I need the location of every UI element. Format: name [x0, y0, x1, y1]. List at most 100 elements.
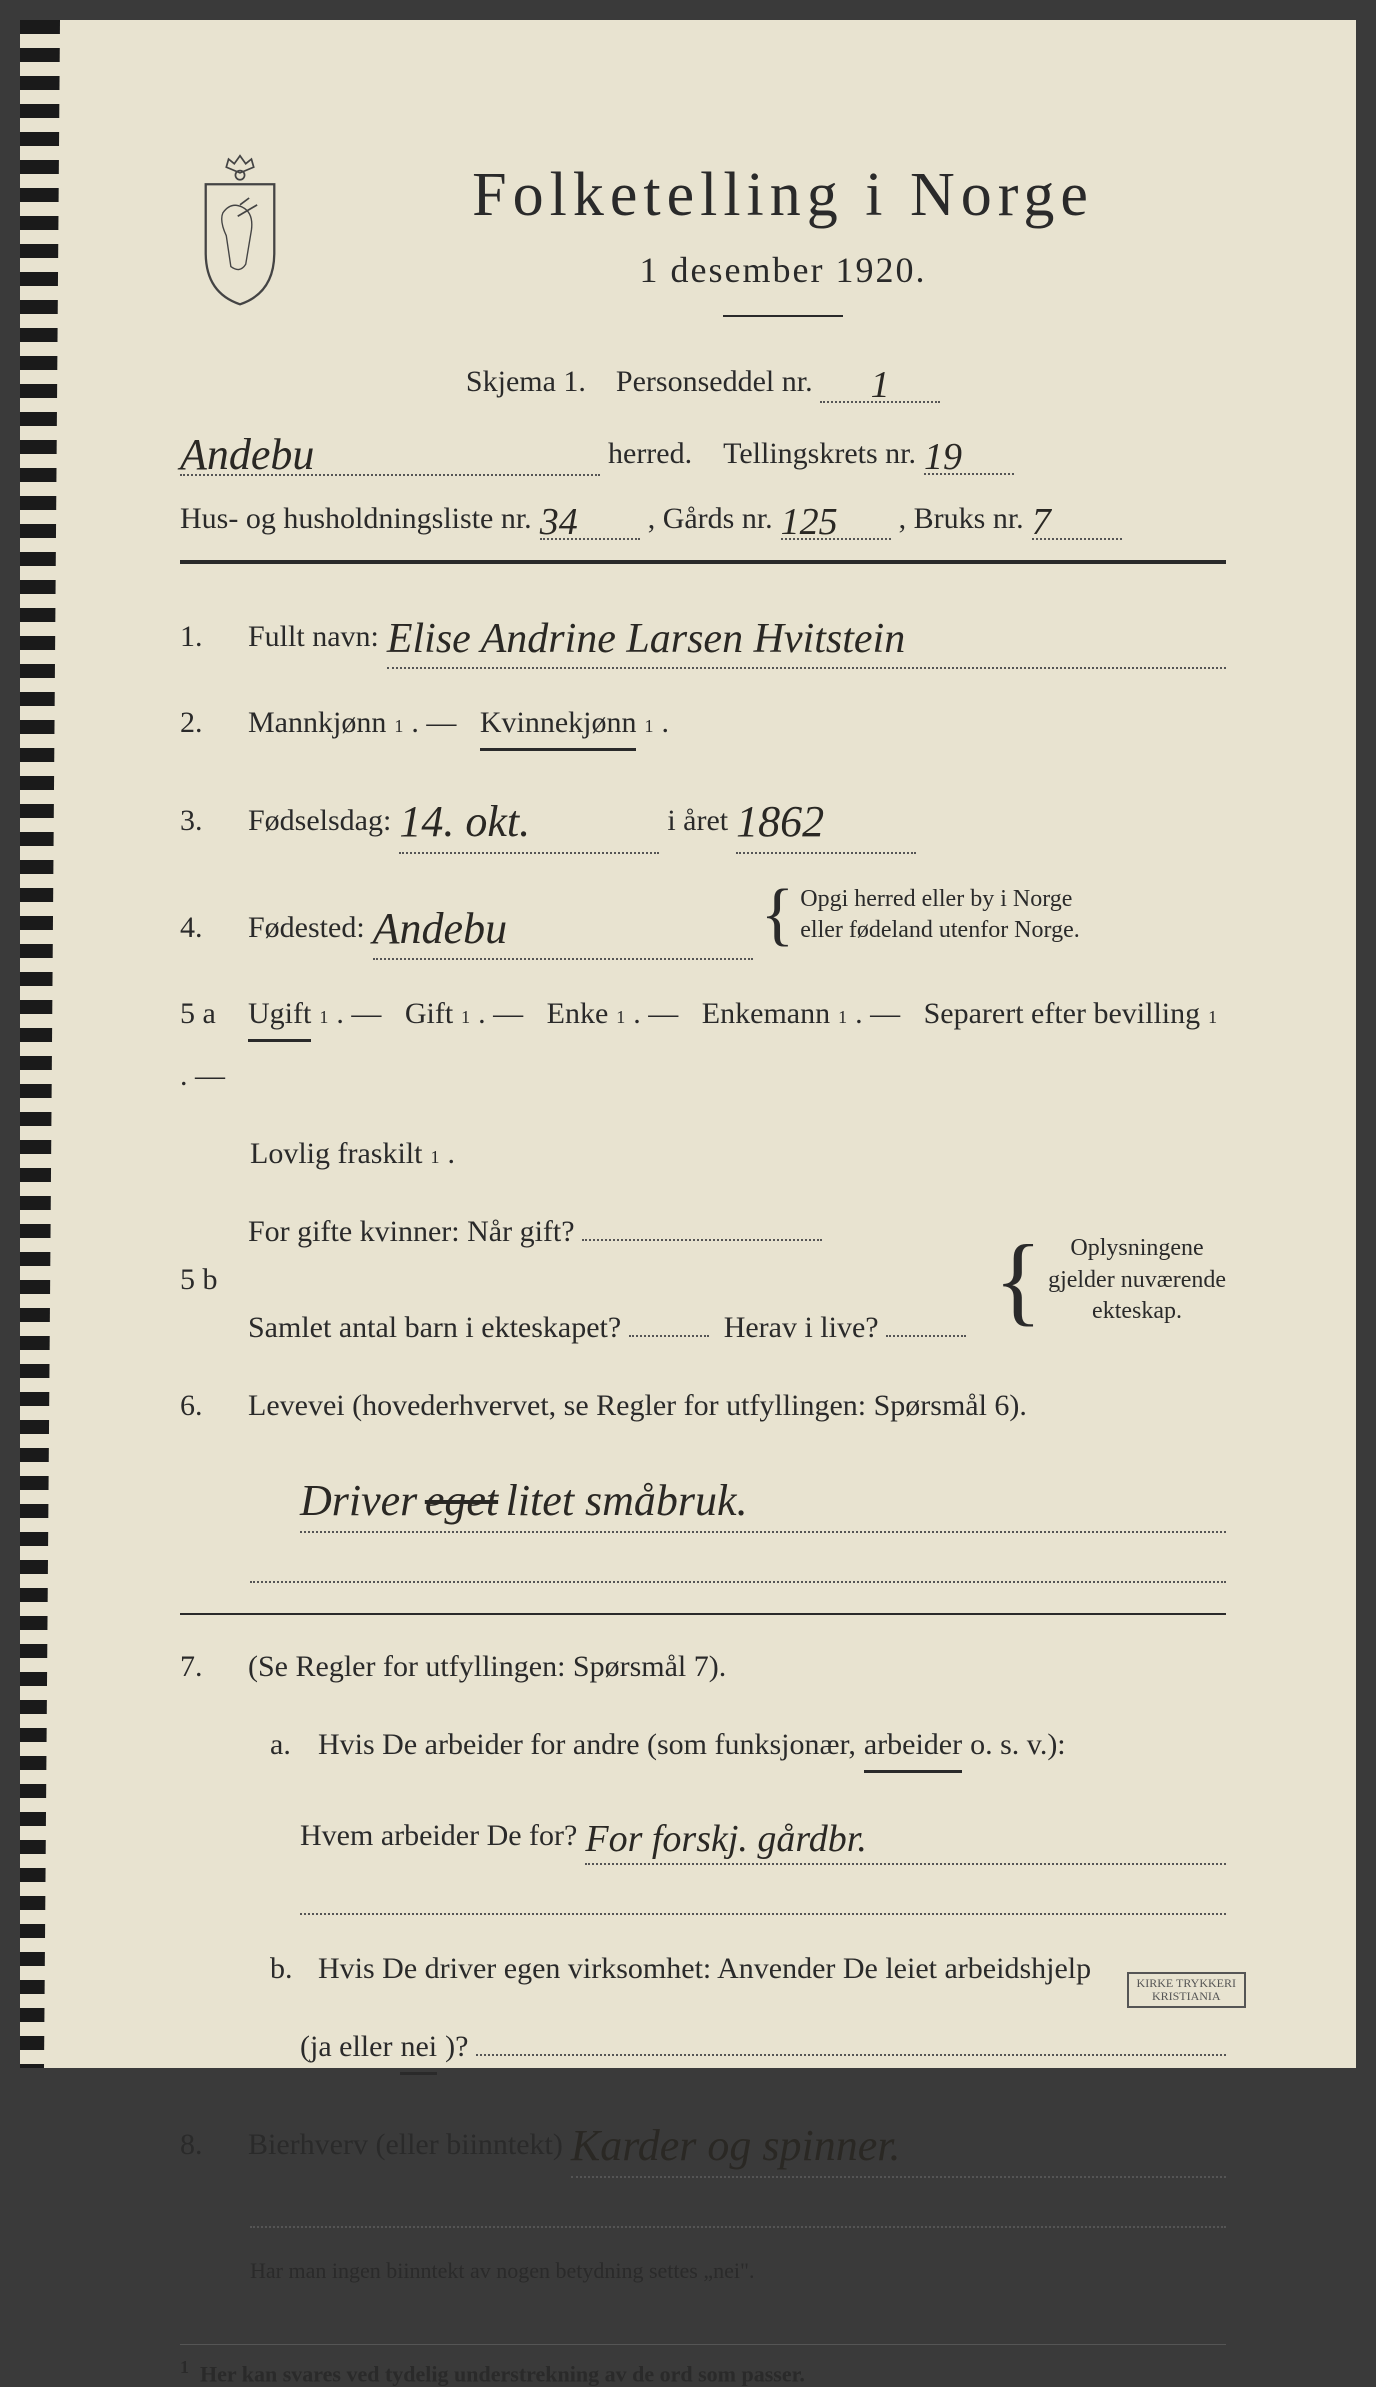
q7b-field — [476, 2054, 1226, 2056]
q8-label: Bierhverv (eller biinntekt) — [248, 2121, 563, 2169]
q3-year-field: 1862 — [736, 781, 916, 853]
q5b-f1 — [582, 1239, 822, 1241]
q3-label: Fødselsdag: — [248, 797, 391, 845]
q1-label: Fullt navn: — [248, 613, 379, 661]
q5a-enke: Enke — [547, 990, 609, 1038]
q4-label: Fødested: — [248, 904, 365, 952]
meta-hus-line: Hus- og husholdningsliste nr. 34 , Gårds… — [180, 494, 1226, 540]
q5b-f2 — [629, 1335, 709, 1337]
foot-rule — [180, 2344, 1226, 2345]
f2-num: 1 — [180, 2357, 189, 2377]
hus-field: 34 — [540, 494, 640, 540]
person-nr-value: 1 — [871, 364, 890, 406]
q4-note-text: Opgi herred eller by i Norge eller fødel… — [800, 884, 1079, 946]
q5a-gift: Gift — [405, 990, 453, 1038]
q4-note: { Opgi herred eller by i Norge eller fød… — [761, 884, 1080, 946]
q5a-row2: Lovlig fraskilt1. — [180, 1130, 1226, 1178]
q5b-note1: Oplysningene — [1070, 1235, 1203, 1261]
q5b-num: 5 b — [180, 1256, 240, 1304]
thick-rule-1 — [180, 560, 1226, 564]
q8-blank — [180, 2208, 1226, 2228]
krets-label: Tellingskrets nr. — [723, 437, 916, 471]
coat-of-arms-icon — [180, 150, 300, 310]
q5b-label3: Herav i live? — [724, 1311, 879, 1344]
meta-schema-line: Skjema 1. Personseddel nr. 1 — [180, 357, 1226, 403]
stamp-line2: KRISTIANIA — [1152, 1989, 1221, 2003]
footnote-2: 1 Her kan svares ved tydelig understrekn… — [180, 2357, 1226, 2387]
q6-value-pre: Driver — [300, 1476, 417, 1525]
q7-num: 7. — [180, 1643, 240, 1691]
q5a-sup5: 1 — [1208, 1003, 1217, 1032]
hus-value: 34 — [540, 501, 578, 543]
hus-label: Hus- og husholdningsliste nr. — [180, 502, 532, 536]
q5a-num: 5 a — [180, 990, 240, 1038]
q7b-row1: b. Hvis De driver egen virksomhet: Anven… — [180, 1945, 1226, 1993]
q3-num: 3. — [180, 797, 240, 845]
q7a-label1: Hvis De arbeider for andre (som funksjon… — [318, 1721, 856, 1769]
person-nr-field: 1 — [820, 357, 940, 403]
q8-field: Karder og spinner. — [571, 2105, 1226, 2177]
q5a-sup4: 1 — [838, 1003, 847, 1032]
q5a-ugift-selected: Ugift — [248, 990, 311, 1042]
q5b-label1: For gifte kvinner: Når gift? — [248, 1215, 575, 1248]
q7-label: (Se Regler for utfyllingen: Spørsmål 7). — [248, 1643, 726, 1691]
q5a-row: 5 a Ugift1. — Gift1. — Enke1. — Enkemann… — [180, 990, 1226, 1100]
q5b-row: 5 b For gifte kvinner: Når gift? Samlet … — [180, 1208, 1226, 1352]
q1-value: Elise Andrine Larsen Hvitstein — [387, 616, 905, 662]
subtitle-date: 1 desember 1920. — [340, 249, 1226, 291]
q4-field: Andebu — [373, 888, 753, 960]
q5a-d1: . — — [336, 990, 381, 1038]
title-block: Folketelling i Norge 1 desember 1920. — [340, 150, 1226, 347]
q4-value: Andebu — [373, 904, 507, 953]
stamp-line1: KIRKE TRYKKERI — [1137, 1976, 1236, 1990]
q7a-label2: Hvem arbeider De for? — [300, 1812, 577, 1860]
q6-field: Driver eget litet småbruk. — [300, 1460, 1226, 1532]
q2-opt2-selected: Kvinnekjønn — [480, 699, 637, 751]
schema-label: Skjema 1. — [466, 365, 586, 398]
q5a-separert: Separert efter bevilling — [924, 990, 1201, 1038]
q5a-d5: . — — [180, 1052, 225, 1100]
q7a-value: For forskj. gårdbr. — [585, 1818, 867, 1860]
q5a-sup1: 1 — [319, 1003, 328, 1032]
q2-sup1: 1 — [394, 712, 403, 741]
q7b-label1: Hvis De driver egen virksomhet: Anvender… — [318, 1945, 1091, 1993]
q2-dash: . — — [411, 699, 456, 747]
q6-num: 6. — [180, 1382, 240, 1430]
q3-day-field: 14. okt. — [399, 781, 659, 853]
q5b-note-text: Oplysningene gjelder nuværende ekteskap. — [1048, 1233, 1226, 1327]
q5a-enkemann: Enkemann — [702, 990, 830, 1038]
q5b-left: For gifte kvinner: Når gift? Samlet anta… — [248, 1208, 986, 1352]
q5a-d4: . — — [855, 990, 900, 1038]
main-title: Folketelling i Norge — [340, 160, 1226, 231]
q7a-row2: Hvem arbeider De for? For forskj. gårdbr… — [180, 1803, 1226, 1866]
q7b-label2b: )? — [445, 2023, 468, 2071]
title-divider — [723, 315, 843, 317]
q1-row: 1. Fullt navn: Elise Andrine Larsen Hvit… — [180, 600, 1226, 669]
herred-label: herred. — [608, 437, 692, 471]
q5b-note: { Oplysningene gjelder nuværende ekteska… — [994, 1233, 1226, 1327]
q3-row: 3. Fødselsdag: 14. okt. i året 1862 — [180, 781, 1226, 853]
brace-icon: { — [994, 1240, 1042, 1320]
bruks-field: 7 — [1032, 494, 1122, 540]
q6-label: Levevei (hovederhvervet, se Regler for u… — [248, 1382, 1027, 1430]
q6-row: 6. Levevei (hovederhvervet, se Regler fo… — [180, 1382, 1226, 1430]
q3-year-label: i året — [667, 797, 728, 845]
q1-field: Elise Andrine Larsen Hvitstein — [387, 600, 1226, 669]
q5a-d3: . — — [633, 990, 678, 1038]
q5a-sup3: 1 — [616, 1003, 625, 1032]
q7-row: 7. (Se Regler for utfyllingen: Spørsmål … — [180, 1643, 1226, 1691]
herred-value: Andebu — [180, 430, 314, 479]
q5a-fraskilt: Lovlig fraskilt — [250, 1130, 422, 1178]
q8-num: 8. — [180, 2121, 240, 2169]
gards-field: 125 — [781, 494, 891, 540]
meta-herred-line: Andebu herred. Tellingskrets nr. 19 — [180, 423, 1226, 476]
herred-field: Andebu — [180, 423, 600, 476]
q2-num: 2. — [180, 699, 240, 747]
thin-rule-1 — [180, 1613, 1226, 1615]
q5b-note2: gjelder nuværende — [1048, 1267, 1226, 1293]
header: Folketelling i Norge 1 desember 1920. — [180, 150, 1226, 347]
q7a-blank-line — [300, 1895, 1226, 1915]
q4-note2: eller fødeland utenfor Norge. — [800, 917, 1079, 943]
krets-field: 19 — [924, 429, 1014, 475]
q6-blank — [250, 1563, 1226, 1583]
